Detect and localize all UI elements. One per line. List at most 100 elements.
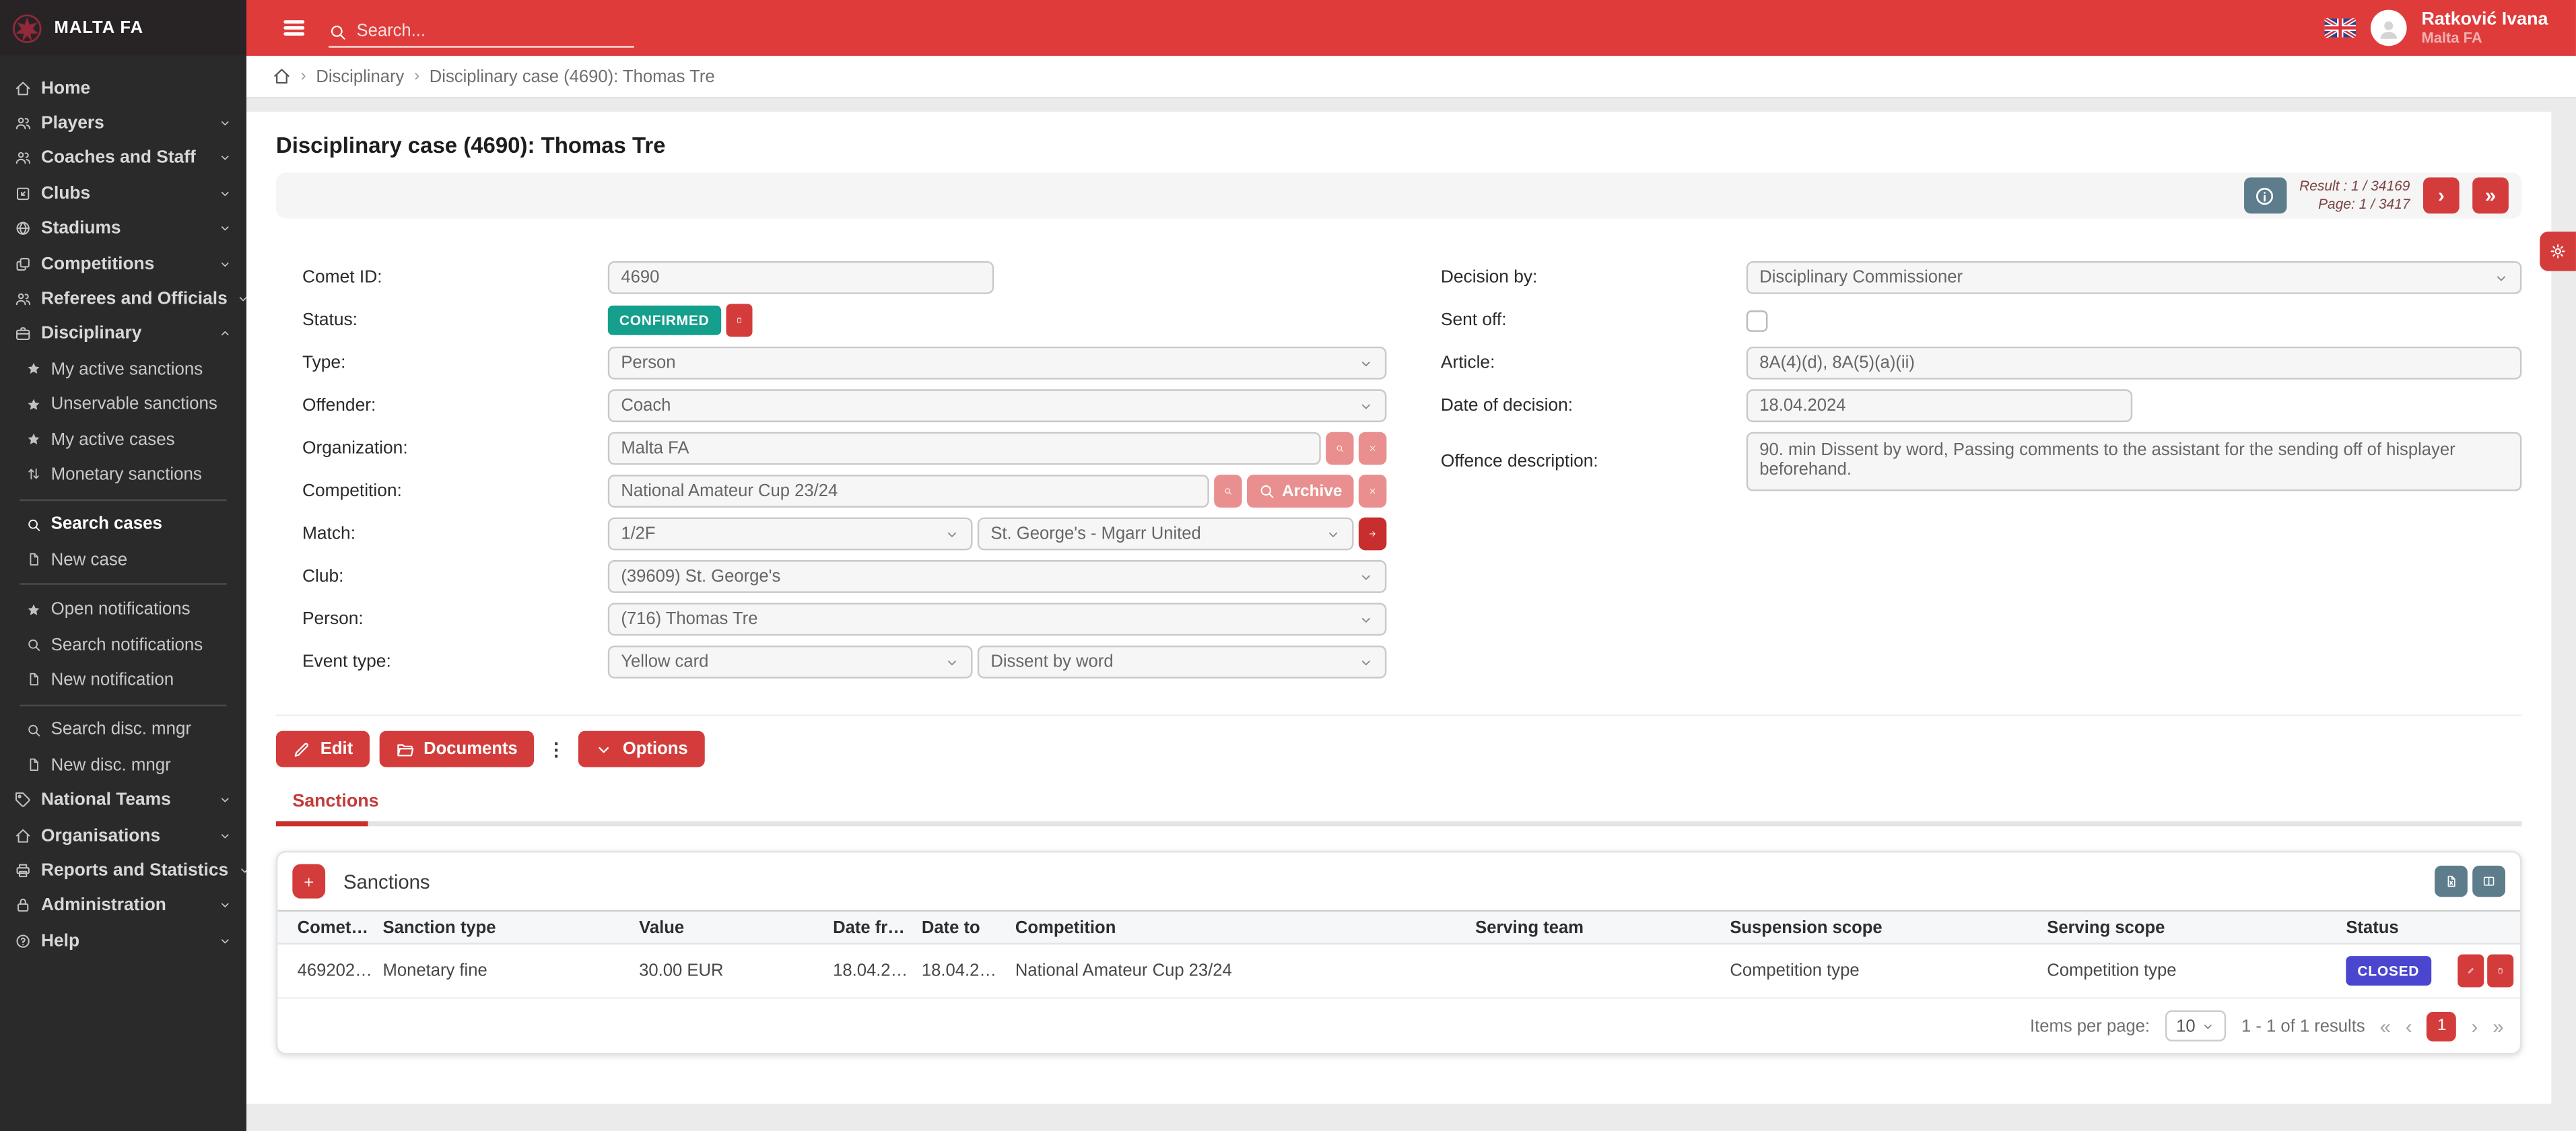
case-card: Disciplinary case (4690): Thomas Tre Res…	[246, 111, 2552, 1104]
sanction-history-button[interactable]	[2487, 954, 2514, 988]
settings-gear-tab[interactable]	[2540, 232, 2576, 271]
previous-page-button[interactable]: ‹	[2405, 1014, 2412, 1037]
breadcrumb-separator: ›	[300, 67, 306, 85]
last-result-button[interactable]: »	[2472, 177, 2509, 214]
event-subtype-select[interactable]: Dissent by word	[977, 645, 1387, 679]
sidebar-item-national-teams[interactable]: National Teams	[0, 782, 246, 817]
sidebar-item-my-active-cases[interactable]: My active cases	[0, 422, 246, 457]
page-size-select[interactable]: 10	[2165, 1010, 2227, 1041]
edit-button[interactable]: Edit	[275, 730, 370, 767]
organization-clear-button[interactable]	[1358, 432, 1387, 465]
sidebar-item-new-notification[interactable]: New notification	[0, 662, 246, 697]
organization-label: Organization:	[302, 438, 408, 458]
sidebar-item-my-active-sanctions[interactable]: My active sanctions	[0, 351, 246, 386]
chevron-down-icon	[219, 152, 232, 166]
info-button[interactable]	[2243, 177, 2286, 214]
search-input[interactable]	[356, 21, 634, 41]
sidebar-item-players[interactable]: Players	[0, 106, 246, 141]
status-history-button[interactable]	[725, 304, 752, 337]
chevron-down-icon	[1359, 355, 1374, 370]
tab-sanctions[interactable]: Sanctions	[292, 792, 379, 812]
event-type-select-value: Yellow card	[621, 652, 709, 672]
sidebar-item-referees-and-officials[interactable]: Referees and Officials	[0, 281, 246, 316]
sidebar-item-disciplinary[interactable]: Disciplinary	[0, 316, 246, 351]
last-page-button[interactable]: »	[2493, 1014, 2504, 1037]
sidebar-item-search-notifications[interactable]: Search notifications	[0, 627, 246, 662]
export-excel-button[interactable]	[2435, 865, 2468, 897]
add-sanction-button[interactable]	[292, 864, 326, 899]
next-page-button[interactable]: ›	[2471, 1014, 2478, 1037]
breadcrumb-disciplinary[interactable]: Disciplinary	[316, 66, 405, 87]
sidebar-item-help[interactable]: Help	[0, 923, 246, 958]
user-menu[interactable]: Ratković Ivana Malta FA	[2421, 9, 2548, 46]
search-icon	[329, 23, 347, 41]
go-to-match-button[interactable]	[1358, 517, 1387, 551]
sidebar-item-administration[interactable]: Administration	[0, 888, 246, 923]
result-counter: Result : 1 / 34169 Page: 1 / 3417	[2299, 177, 2410, 214]
options-button-label: Options	[622, 739, 688, 759]
competition-archive-search-button[interactable]: Archive	[1247, 475, 1354, 508]
column-header: Comet ID	[297, 917, 374, 938]
article-input[interactable]	[1746, 346, 2522, 380]
match-select[interactable]: St. George's - Mgarr United	[977, 517, 1354, 551]
avatar[interactable]	[2370, 9, 2407, 46]
sidebar-item-open-notifications[interactable]: Open notifications	[0, 592, 246, 627]
sidebar-item-organisations[interactable]: Organisations	[0, 818, 246, 853]
cell-serving-scope: Competition type	[2047, 961, 2177, 981]
competition-clear-button[interactable]	[1358, 475, 1387, 508]
organization-input[interactable]	[607, 432, 1321, 465]
offence-description-textarea[interactable]: 90. min Dissent by word, Passing comment…	[1746, 432, 2522, 491]
competition-input[interactable]	[607, 475, 1210, 508]
comet-id-input[interactable]	[607, 261, 994, 294]
type-select[interactable]: Person	[607, 346, 1387, 380]
decision-by-select[interactable]: Disciplinary Commissioner	[1746, 261, 2522, 294]
home-icon[interactable]	[273, 67, 291, 85]
sidebar-item-label: Coaches and Staff	[41, 148, 196, 169]
documents-button[interactable]: Documents	[379, 730, 535, 767]
file-export-icon	[2445, 872, 2458, 891]
event-type-select[interactable]: Yellow card	[607, 645, 973, 679]
sidebar-item-search-disc-mngr[interactable]: Search disc. mngr	[0, 712, 246, 747]
person-select[interactable]: (716) Thomas Tre	[607, 603, 1387, 636]
sanction-status-badge: CLOSED	[2346, 956, 2431, 986]
table-row[interactable]: 46920201 Monetary fine 30.00 EUR 18.04.2…	[277, 945, 2520, 999]
result-navigation-strip: Result : 1 / 34169 Page: 1 / 3417 › »	[275, 172, 2522, 219]
sidebar-item-monetary-sanctions[interactable]: Monetary sanctions	[0, 457, 246, 492]
referees-icon	[15, 291, 31, 307]
sidebar-item-clubs[interactable]: Clubs	[0, 176, 246, 211]
sidebar-item-stadiums[interactable]: Stadiums	[0, 211, 246, 246]
language-flag-uk-icon[interactable]	[2324, 18, 2356, 38]
sidebar-item-new-case[interactable]: New case	[0, 542, 246, 577]
match-select-value: St. George's - Mgarr United	[990, 524, 1201, 544]
match-round-select[interactable]: 1/2F	[607, 517, 973, 551]
sidebar-item-search-cases[interactable]: Search cases	[0, 507, 246, 542]
sidebar-divider	[20, 704, 227, 706]
event-type-label: Event type:	[302, 652, 391, 672]
column-settings-button[interactable]	[2472, 865, 2505, 897]
current-page-button[interactable]: 1	[2427, 1010, 2457, 1041]
sidebar-item-new-disc-mngr[interactable]: New disc. mngr	[0, 747, 246, 782]
sidebar-item-label: Referees and Officials	[41, 289, 228, 309]
date-of-decision-input[interactable]	[1746, 389, 2133, 423]
sidebar-item-home[interactable]: Home	[0, 71, 246, 106]
next-result-button[interactable]: ›	[2423, 177, 2460, 214]
page-size-value: 10	[2176, 1016, 2196, 1036]
sidebar-item-coaches-and-staff[interactable]: Coaches and Staff	[0, 141, 246, 176]
sidebar-item-label: Players	[41, 113, 104, 133]
sidebar-item-unservable-sanctions[interactable]: Unservable sanctions	[0, 387, 246, 422]
club-select-value: (39609) St. George's	[621, 566, 781, 587]
hamburger-menu-icon[interactable]	[281, 15, 307, 41]
edit-sanction-button[interactable]	[2458, 954, 2484, 988]
first-page-button[interactable]: «	[2379, 1014, 2391, 1037]
organization-search-button[interactable]	[1326, 432, 1354, 465]
sidebar-item-competitions[interactable]: Competitions	[0, 246, 246, 281]
club-select[interactable]: (39609) St. George's	[607, 560, 1387, 593]
sidebar-item-reports-and-statistics[interactable]: Reports and Statistics	[0, 853, 246, 888]
options-button[interactable]: Options	[578, 730, 705, 767]
sent-off-checkbox[interactable]	[1746, 309, 1768, 331]
column-header: Serving team	[1475, 917, 1584, 938]
sanctions-panel: Sanctions Comet ID	[275, 850, 2522, 1055]
more-actions-dots-icon[interactable]: ⋮	[547, 740, 566, 760]
competition-search-button[interactable]	[1214, 475, 1243, 508]
offender-select[interactable]: Coach	[607, 389, 1387, 423]
